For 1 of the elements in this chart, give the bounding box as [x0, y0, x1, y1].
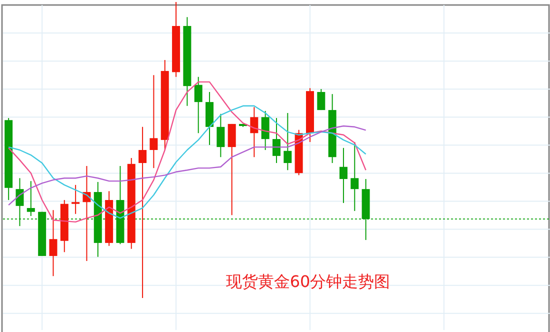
title: 现货黄金60分钟走势图: [226, 272, 390, 291]
